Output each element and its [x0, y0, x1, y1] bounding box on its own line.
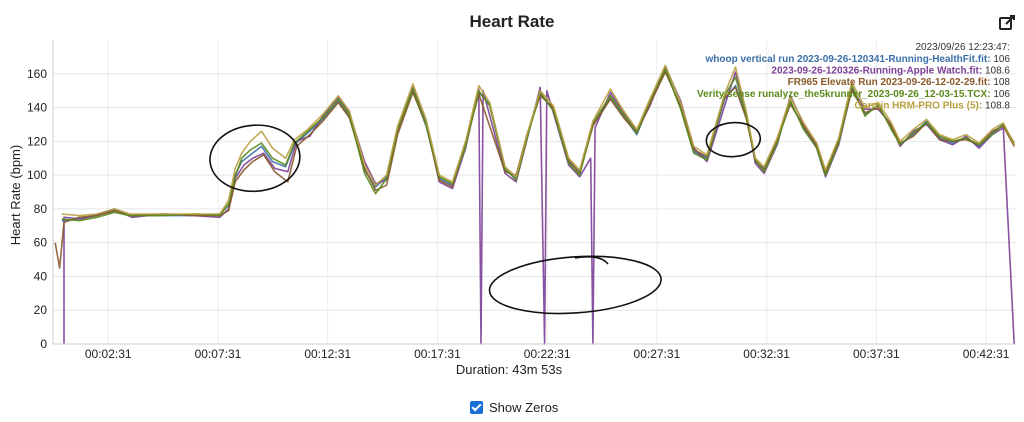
- axes: 0 20 40 60 80 100 120 140 160 00:02:31 00:07:31 00:…: [27, 40, 1016, 361]
- annotation-ellipse-1: [209, 124, 301, 193]
- y-tick-label: 40: [34, 269, 48, 283]
- series-line-5: [61, 64, 1015, 217]
- x-tick-label: 00:17:31: [414, 347, 461, 361]
- y-tick-label: 140: [27, 101, 47, 115]
- y-tick-label: 120: [27, 134, 47, 148]
- y-tick-label: 20: [34, 303, 48, 317]
- y-tick-label: 0: [40, 337, 47, 351]
- x-tick-label: 00:42:31: [963, 347, 1010, 361]
- y-tick-label: 160: [27, 67, 47, 81]
- y-tick-label: 60: [34, 236, 48, 250]
- y-tick-label: 80: [34, 202, 48, 216]
- legend-series-name: 2023-09-26-120326-Running-Apple Watch.fi…: [771, 66, 985, 77]
- annotation-stroke: [574, 256, 609, 265]
- series-layer: [54, 64, 1015, 345]
- x-tick-label: 00:37:31: [853, 347, 900, 361]
- legend-series-name: whoop vertical run 2023-09-26-120341-Run…: [704, 54, 993, 65]
- show-zeros-label: Show Zeros: [489, 400, 559, 415]
- legend-series-value: 108.8: [985, 100, 1010, 111]
- legend-series-value: 108.6: [985, 66, 1010, 77]
- show-zeros-toggle[interactable]: Show Zeros: [470, 400, 558, 415]
- legend-item: Verity sense runalyze_the5krunner_2023-0…: [697, 89, 1010, 100]
- y-tick-label: 100: [27, 168, 47, 182]
- legend-item: 2023-09-26-120326-Running-Apple Watch.fi…: [771, 66, 1010, 77]
- x-tick-label: 00:07:31: [195, 347, 242, 361]
- x-tick-label: 00:22:31: [524, 347, 571, 361]
- chart-title: Heart Rate: [469, 12, 555, 31]
- x-tick-label: 00:12:31: [304, 347, 351, 361]
- annotation-ellipse-3: [488, 255, 662, 315]
- legend-timestamp: 2023/09/26 12:23:47:: [915, 42, 1010, 53]
- x-tick-label: 00:27:31: [634, 347, 681, 361]
- legend-series-name: Garmin HRM-PRO Plus (5):: [854, 100, 985, 111]
- x-tick-label: 00:32:31: [743, 347, 790, 361]
- legend-series-value: 106: [993, 89, 1010, 100]
- annotation-layer: [209, 121, 762, 315]
- y-axis-label: Heart Rate (bpm): [8, 145, 23, 245]
- legend-series-name: FR965 Elevate Run 2023-09-26-12-02-29.fi…: [788, 77, 994, 88]
- legend-series-name: Verity sense runalyze_the5krunner_2023-0…: [697, 89, 993, 100]
- edit-icon[interactable]: [998, 14, 1016, 32]
- x-axis-label: Duration: 43m 53s: [456, 362, 563, 377]
- legend-series-value: 108: [993, 77, 1010, 88]
- legend: 2023/09/26 12:23:47:whoop vertical run 2…: [697, 42, 1010, 111]
- show-zeros-checkbox[interactable]: [470, 401, 483, 414]
- legend-item: FR965 Elevate Run 2023-09-26-12-02-29.fi…: [788, 77, 1011, 88]
- legend-item: Garmin HRM-PRO Plus (5): 108.8: [854, 100, 1010, 111]
- x-tick-label: 00:02:31: [85, 347, 132, 361]
- series-line-4: [61, 67, 1015, 222]
- legend-series-value: 106: [993, 54, 1010, 65]
- heart-rate-chart: 0 20 40 60 80 100 120 140 160 00:02:31 00:07:31 00:…: [8, 40, 1016, 377]
- legend-item: whoop vertical run 2023-09-26-120341-Run…: [704, 54, 1010, 65]
- annotation-ellipse-2: [705, 121, 762, 158]
